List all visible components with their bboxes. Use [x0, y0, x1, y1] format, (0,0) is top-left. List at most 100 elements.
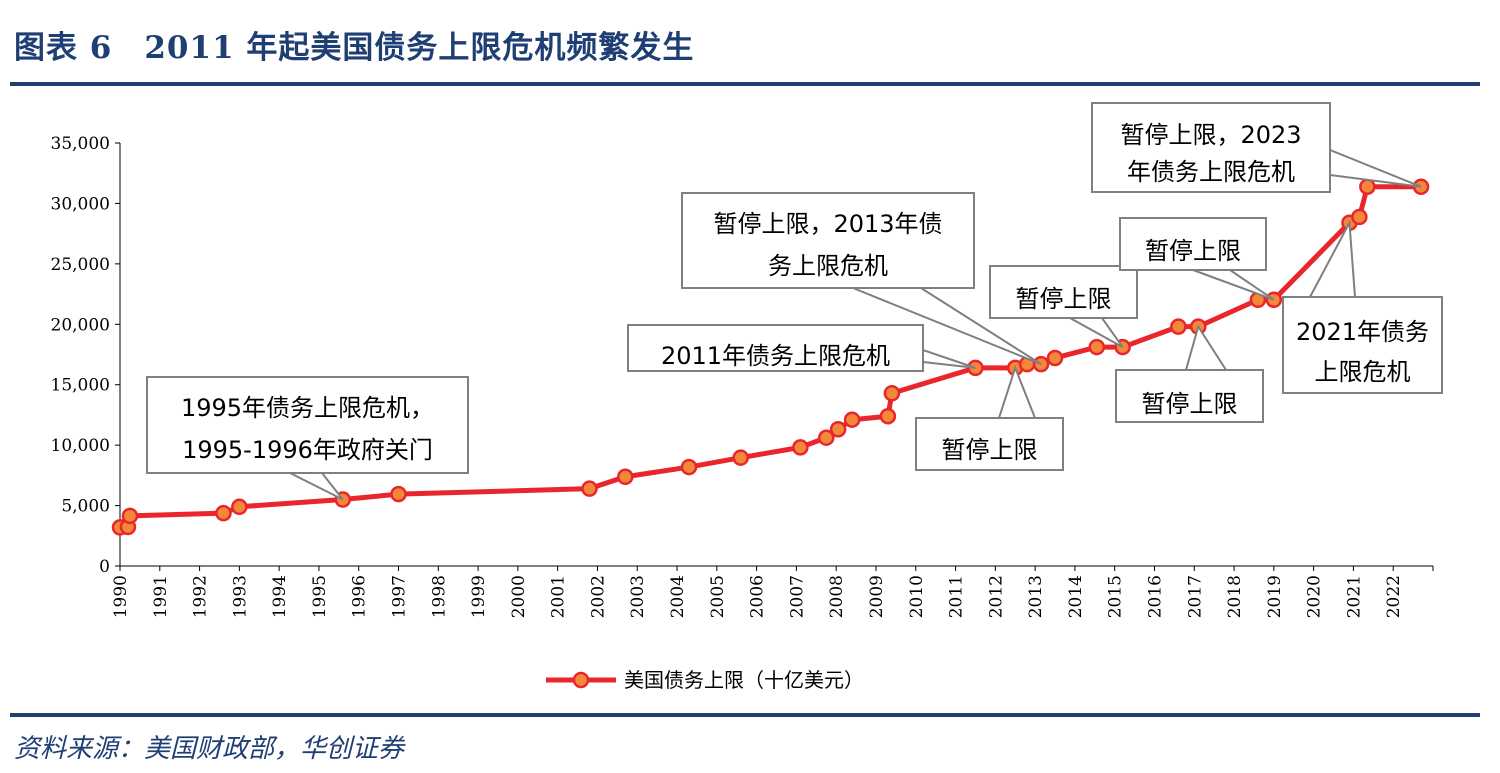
annotation-callout: 暂停上限，2023 年债务上限危机	[1091, 102, 1422, 193]
callout-box	[1119, 217, 1267, 271]
x-tick-label: 2004	[668, 575, 688, 618]
x-tick-label: 2013	[1026, 575, 1046, 618]
y-tick-label: 10,000	[51, 436, 110, 456]
callout-box	[989, 265, 1138, 319]
callout-pointer	[1329, 148, 1422, 188]
x-tick-label: 1990	[111, 575, 131, 618]
data-point	[617, 468, 634, 486]
x-tick-label: 1991	[151, 575, 171, 618]
data-point	[792, 439, 809, 456]
callout-pointer	[289, 472, 344, 501]
x-tick-label: 2002	[588, 575, 608, 618]
x-tick-label: 2007	[787, 575, 807, 618]
callout-pointer	[922, 348, 976, 369]
data-point	[1088, 338, 1106, 356]
callout-box	[915, 417, 1064, 471]
x-tick-label: 1996	[350, 575, 370, 618]
callout-text: 暂停上限，2023	[1120, 121, 1301, 149]
x-tick-label: 2011	[947, 575, 967, 618]
x-tick-label: 2005	[708, 575, 728, 618]
callout-box	[1091, 102, 1331, 193]
x-tick-label: 2012	[986, 575, 1006, 618]
data-point	[231, 498, 248, 516]
callout-text: 暂停上限	[942, 436, 1038, 464]
chart-axes: 0 5,000 10,000 15,000 20,000 25,000 30,000 35,0…	[51, 134, 1434, 618]
x-tick-label: 2022	[1384, 575, 1404, 618]
data-point	[680, 458, 698, 476]
callout-box	[1115, 369, 1264, 423]
chart-series	[111, 178, 1430, 536]
series-line	[119, 184, 1422, 530]
annotation-callout: 暂停上限	[915, 364, 1064, 471]
annotation-callout: 1995年债务上限危机， 1995-1996年政府关门	[146, 376, 469, 501]
data-point	[732, 449, 749, 466]
data-point	[1046, 349, 1064, 367]
callout-box	[681, 192, 975, 289]
title-rule	[10, 82, 1480, 86]
figure-title: 图表 6 2011 年起美国债务上限危机频繁发生	[14, 30, 695, 66]
legend-marker	[572, 671, 590, 689]
source-rule	[10, 713, 1480, 717]
source-note: 资料来源：美国财政部，华创证券	[14, 734, 405, 764]
x-tick-label: 2009	[867, 575, 887, 618]
data-point	[817, 429, 835, 446]
callout-text: 1995-1996年政府关门	[182, 436, 433, 464]
x-tick-label: 2008	[827, 575, 847, 618]
x-tick-label: 1994	[270, 575, 290, 618]
callout-box	[1282, 296, 1443, 394]
data-point	[1359, 178, 1376, 195]
chart-legend: 美国债务上限（十亿美元）	[546, 668, 864, 692]
data-point	[581, 480, 598, 497]
callout-text: 暂停上限	[1016, 285, 1112, 313]
y-tick-label: 15,000	[51, 376, 110, 396]
data-point	[390, 485, 407, 503]
y-tick-label: 35,000	[51, 134, 110, 154]
data-point	[1351, 208, 1368, 226]
data-point	[121, 507, 139, 525]
x-tick-label: 2018	[1225, 575, 1245, 618]
y-tick-label: 0	[99, 557, 110, 577]
x-tick-label: 2003	[628, 575, 648, 618]
callout-text: 1995年债务上限危机，	[181, 394, 434, 422]
x-tick-label: 2001	[549, 575, 569, 618]
callout-pointer	[1184, 324, 1228, 371]
y-tick-label: 20,000	[51, 315, 110, 335]
y-tick-label: 30,000	[51, 194, 110, 214]
callout-box	[627, 324, 924, 372]
callout-text: 暂停上限	[1142, 390, 1238, 418]
x-tick-label: 1997	[390, 575, 410, 618]
x-tick-label: 1995	[310, 575, 330, 618]
x-tick-label: 2017	[1185, 575, 1205, 618]
annotation-callout: 2011年债务上限危机	[627, 324, 976, 372]
x-tick-label: 2010	[907, 575, 927, 618]
x-tick-label: 2019	[1265, 575, 1285, 618]
x-tick-label: 2000	[509, 575, 529, 618]
callout-text: 务上限危机	[768, 252, 888, 280]
chart-annotations: 1995年债务上限危机， 1995-1996年政府关门 暂停上限，2013年债务上限…	[146, 102, 1443, 501]
data-point	[215, 504, 232, 522]
x-tick-label: 2014	[1066, 575, 1086, 618]
y-tick-label: 5,000	[61, 497, 110, 517]
callout-text: 暂停上限，2013年债	[713, 210, 942, 238]
x-tick-label: 1998	[429, 575, 449, 618]
x-tick-label: 2015	[1106, 575, 1126, 618]
callout-pointer	[1192, 269, 1275, 301]
x-tick-label: 1999	[469, 575, 489, 618]
x-tick-label: 1992	[191, 575, 211, 618]
x-tick-label: 2006	[748, 575, 768, 618]
data-point	[829, 421, 847, 438]
callout-box	[146, 376, 469, 474]
x-tick-label: 1993	[230, 575, 250, 618]
annotation-callout: 暂停上限	[1119, 217, 1275, 301]
data-point	[879, 407, 897, 425]
x-tick-label: 2021	[1344, 575, 1364, 618]
callout-text: 暂停上限	[1145, 237, 1241, 265]
x-tick-label: 2016	[1145, 575, 1165, 618]
callout-text: 2021年债务	[1296, 318, 1429, 346]
x-tick-label: 2020	[1305, 575, 1325, 618]
callout-text: 上限危机	[1315, 358, 1411, 386]
annotation-callout: 暂停上限	[1115, 324, 1264, 423]
